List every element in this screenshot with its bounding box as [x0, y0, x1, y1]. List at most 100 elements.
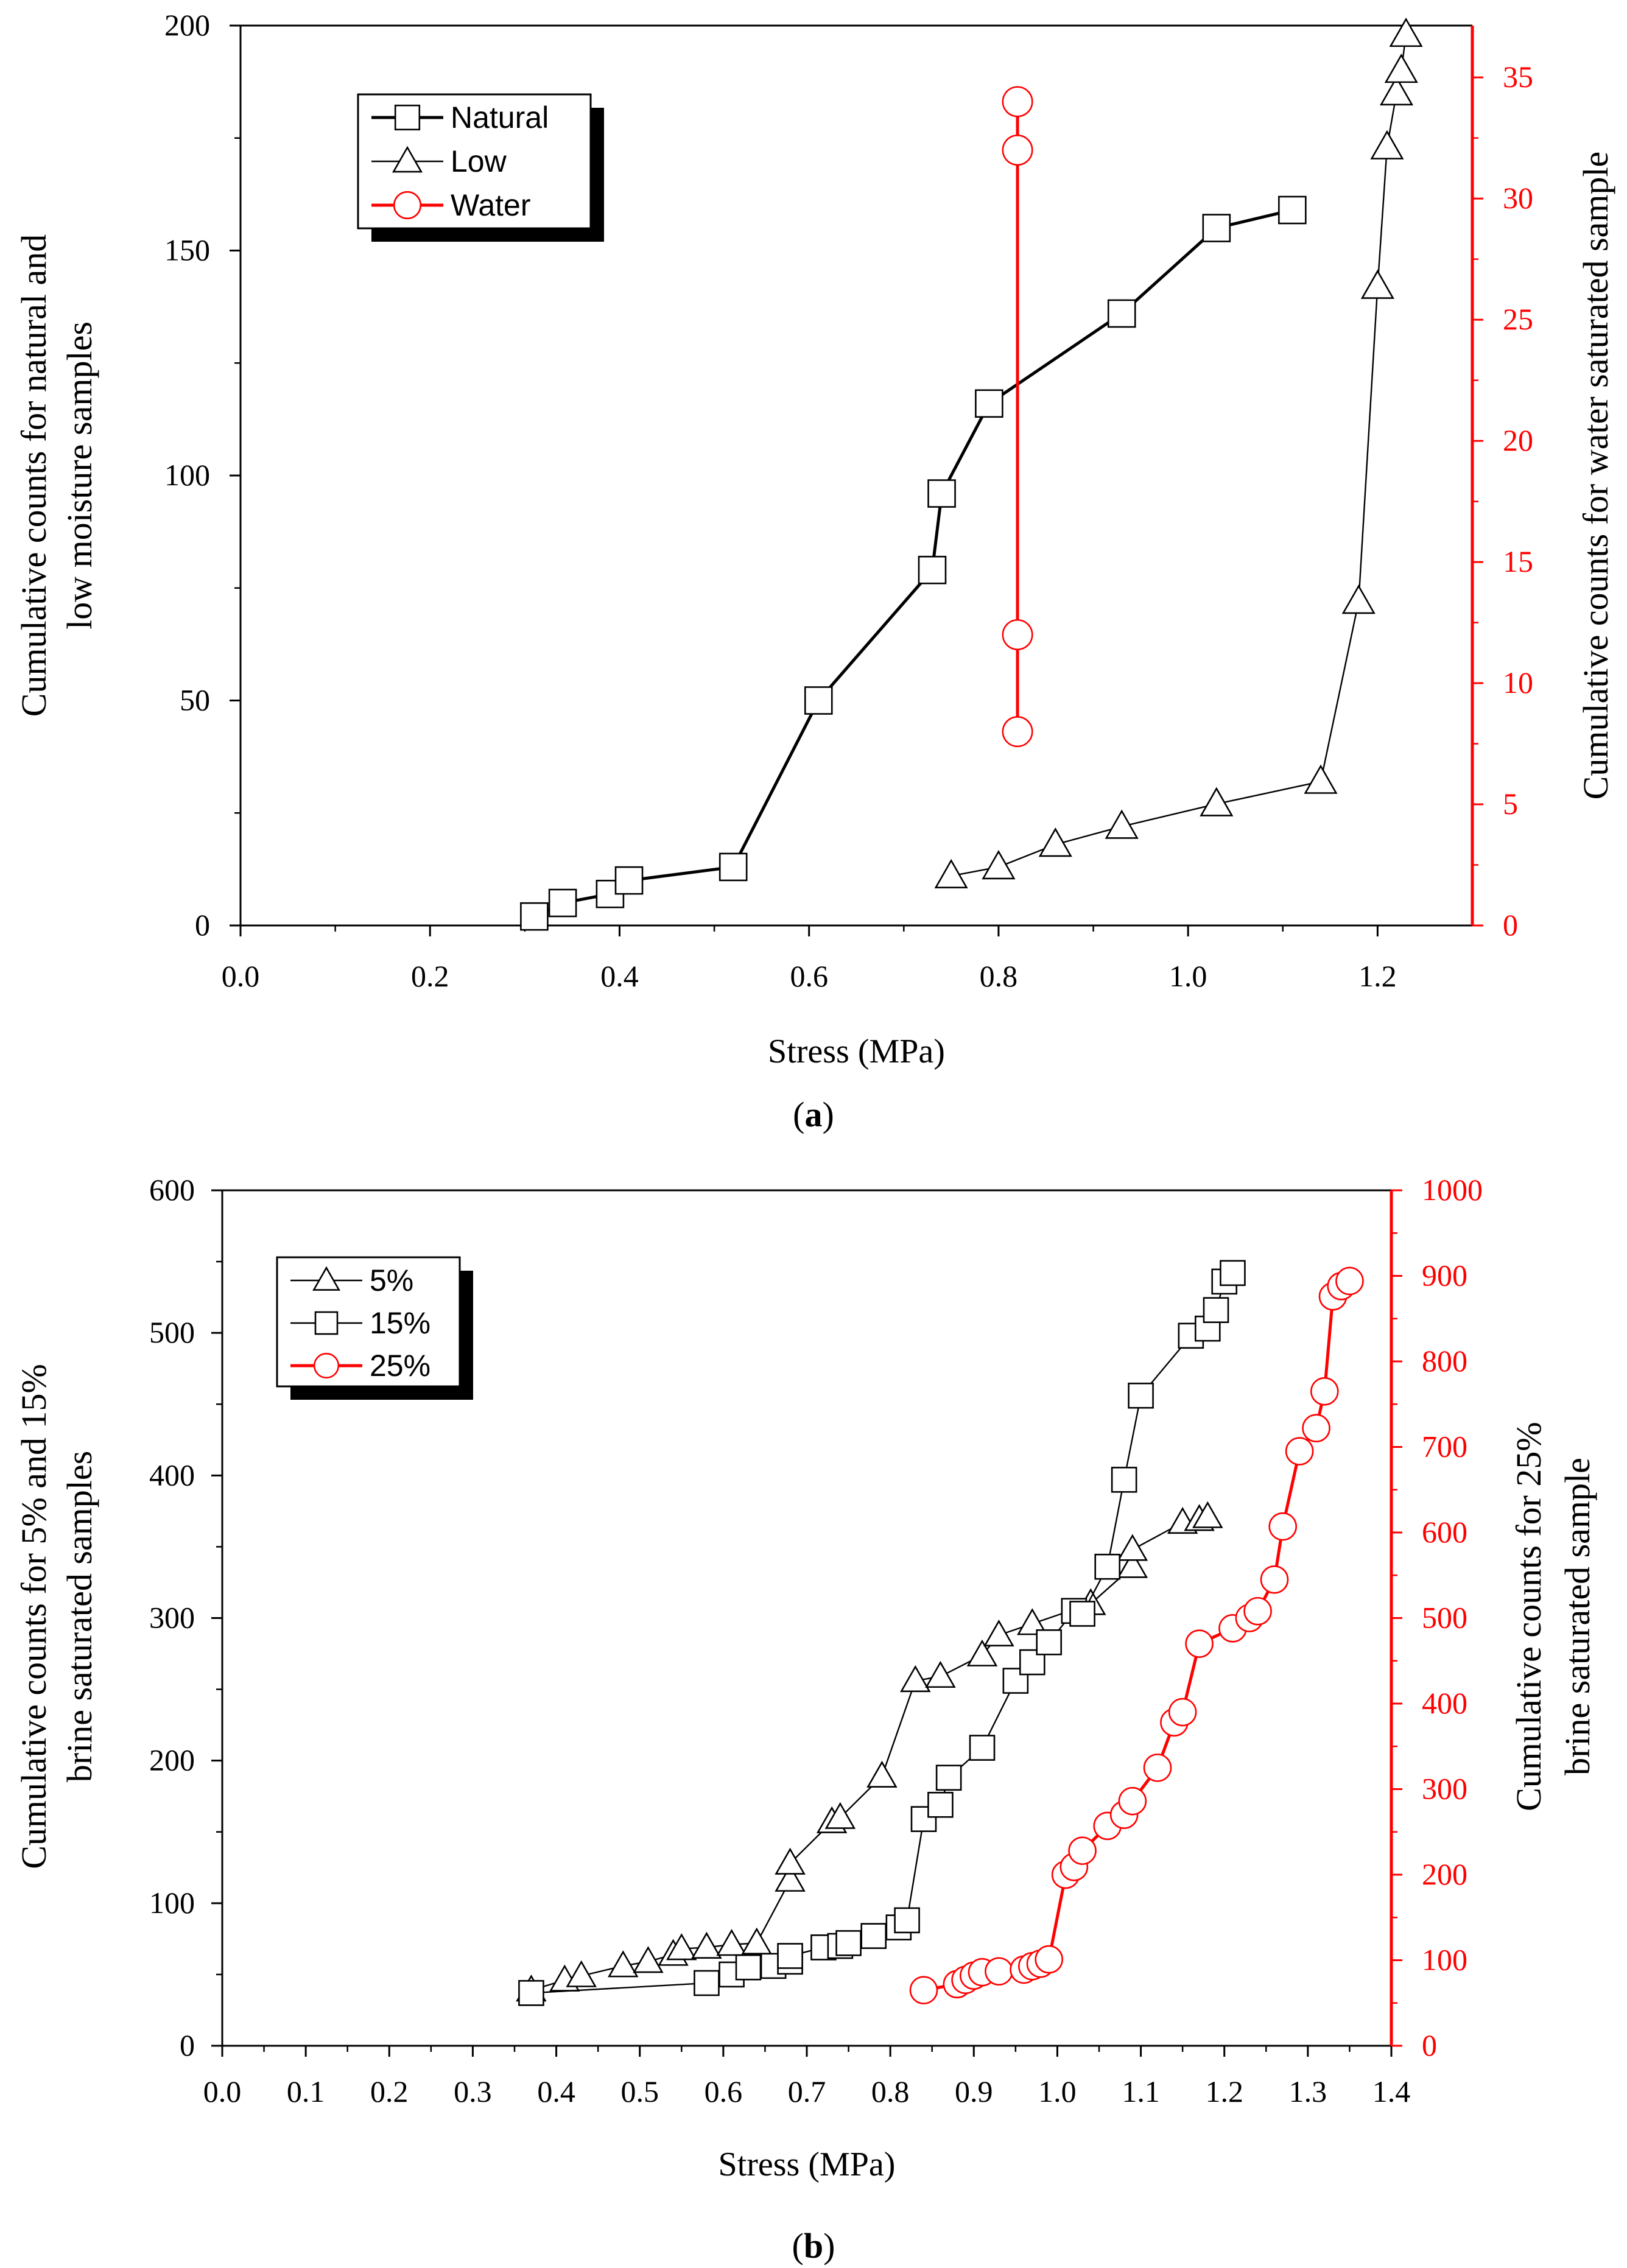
data-point: [1143, 1754, 1172, 1782]
data-point: [969, 1735, 996, 1761]
data-point: [716, 1929, 747, 1956]
y-right-tick-label: 25: [1503, 302, 1533, 336]
x-tick-label: 0.1: [287, 2074, 325, 2108]
y-right-tick-label: 15: [1503, 544, 1533, 578]
data-point: [548, 888, 577, 918]
data-point: [1370, 130, 1404, 160]
x-tick-label: 0.8: [980, 959, 1018, 993]
legend-marker: [393, 191, 422, 220]
data-point: [909, 1976, 938, 2004]
data-point: [608, 1950, 639, 1978]
data-point: [1202, 214, 1231, 242]
data-point: [1304, 764, 1338, 794]
legend: 5% 15% 25%: [276, 1256, 473, 1400]
data-point: [910, 1806, 937, 1832]
legend-marker: [313, 1352, 340, 1379]
legend-marker: [314, 1311, 339, 1335]
legend-label: Natural: [451, 100, 549, 135]
data-point: [983, 1619, 1014, 1647]
y-right-tick-label: 1000: [1422, 1173, 1483, 1207]
y-left-tick-label: 50: [180, 683, 210, 717]
data-point: [982, 850, 1016, 880]
legend-label: 25%: [370, 1349, 430, 1383]
y-left-tick-label: 0: [195, 908, 210, 942]
data-point: [719, 852, 748, 882]
data-point: [1128, 1382, 1154, 1409]
data-point: [520, 902, 549, 931]
y-left-axis-label: brine saturated samples: [60, 1451, 99, 1782]
data-point: [927, 1791, 954, 1818]
y-left-tick-label: 0: [180, 2028, 195, 2062]
y-left-tick-label: 500: [149, 1315, 195, 1349]
data-point: [934, 858, 968, 888]
data-point: [1036, 1629, 1063, 1655]
data-point: [1192, 1501, 1223, 1528]
data-point: [1389, 17, 1423, 47]
data-point: [1094, 1553, 1121, 1580]
data-point: [1384, 53, 1418, 83]
y-left-axis-label: Cumulative counts for 5% and 15%: [14, 1364, 54, 1869]
legend-marker: [392, 146, 423, 173]
y-right-tick-label: 800: [1422, 1344, 1467, 1378]
data-point: [1038, 827, 1072, 857]
x-tick-label: 0.6: [705, 2074, 743, 2108]
data-point: [1168, 1697, 1197, 1727]
y-right-tick-label: 200: [1422, 1857, 1467, 1891]
x-tick-label: 0.3: [454, 2074, 492, 2108]
y-left-tick-label: 600: [149, 1173, 195, 1207]
data-point: [1268, 1512, 1298, 1541]
data-point: [935, 1764, 962, 1791]
series-water: [1002, 86, 1033, 748]
x-tick-label: 0.2: [370, 2074, 409, 2108]
data-point: [1360, 269, 1394, 299]
data-point: [927, 479, 956, 508]
x-tick-label: 0.5: [620, 2074, 659, 2108]
y-left-tick-label: 100: [164, 458, 210, 492]
y-left-tick-label: 200: [164, 8, 210, 42]
data-point: [1002, 716, 1033, 748]
y-right-tick-label: 0: [1503, 908, 1518, 942]
legend-marker: [394, 104, 421, 131]
panel-label-a: (a): [793, 1095, 834, 1134]
data-point: [1302, 1414, 1330, 1442]
data-point: [1310, 1377, 1339, 1406]
data-point: [1105, 809, 1139, 839]
data-point: [1069, 1601, 1095, 1627]
x-tick-label: 1.2: [1358, 959, 1397, 993]
legend-label: 15%: [370, 1306, 430, 1340]
data-point: [691, 1931, 722, 1959]
x-axis-label: Stress (MPa): [719, 2146, 896, 2183]
legend-marker: [312, 1266, 340, 1291]
data-point: [1203, 1297, 1229, 1323]
y-right-axis-label: Cumulative counts for 25%: [1509, 1422, 1548, 1811]
y-right-tick-label: 600: [1422, 1515, 1467, 1549]
x-tick-label: 0.6: [790, 959, 828, 993]
data-point: [1107, 299, 1136, 328]
x-tick-label: 1.3: [1289, 2074, 1327, 2108]
data-point: [1068, 1836, 1097, 1865]
data-point: [694, 1970, 720, 1996]
data-point: [1017, 1608, 1048, 1635]
data-point: [860, 1923, 887, 1949]
data-point: [741, 1927, 772, 1954]
x-tick-label: 0.8: [871, 2074, 910, 2108]
y-right-tick-label: 500: [1422, 1601, 1467, 1635]
data-point: [918, 555, 947, 585]
series-low: [934, 17, 1423, 888]
y-left-tick-label: 200: [149, 1743, 195, 1777]
data-point: [1200, 787, 1234, 816]
x-tick-label: 0.7: [788, 2074, 826, 2108]
data-point: [1220, 1260, 1246, 1287]
y-left-tick-label: 400: [149, 1458, 195, 1492]
data-point: [1243, 1596, 1272, 1626]
data-point: [518, 1980, 544, 2006]
x-tick-label: 1.0: [1169, 959, 1207, 993]
data-point: [804, 686, 833, 715]
data-point: [835, 1930, 862, 1956]
data-point: [1335, 1266, 1364, 1296]
data-point: [1285, 1437, 1314, 1466]
x-tick-label: 0.2: [411, 959, 449, 993]
data-point: [1341, 584, 1376, 614]
data-point: [666, 1933, 697, 1961]
